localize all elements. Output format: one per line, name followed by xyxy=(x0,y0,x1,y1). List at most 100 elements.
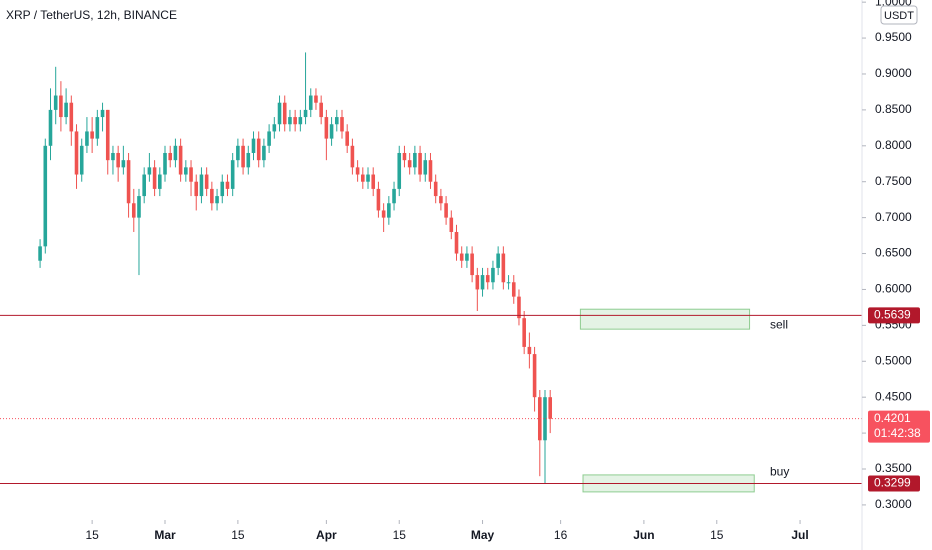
candle-body xyxy=(236,145,240,161)
candle-body xyxy=(324,117,329,139)
y-tick-label: 0.3000 xyxy=(875,497,912,511)
candle-body xyxy=(158,174,162,189)
candle-body xyxy=(79,145,84,175)
candle-body xyxy=(532,354,537,398)
y-tick-label: 0.8000 xyxy=(875,138,912,152)
chart-title: XRP / TetherUS, 12h, BINANCE xyxy=(6,8,177,22)
candle-body xyxy=(298,117,303,125)
candle-body xyxy=(381,210,386,218)
candle-body xyxy=(38,246,42,261)
candle-body xyxy=(449,217,454,232)
candle-body xyxy=(439,196,443,204)
x-tick-label: 15 xyxy=(393,528,407,542)
candle-body xyxy=(407,160,412,168)
axis-layer: 0.30000.35000.40000.45000.50000.55000.60… xyxy=(85,0,930,542)
y-tick-label: 0.5000 xyxy=(875,353,912,367)
x-tick-label: May xyxy=(471,528,495,542)
candle-body xyxy=(53,95,58,110)
candle-body xyxy=(433,181,438,197)
candle-body xyxy=(163,152,167,175)
plot-area: sell buy xyxy=(0,52,862,493)
candle-body xyxy=(459,253,464,261)
candle-body xyxy=(444,203,448,218)
candle-body xyxy=(413,152,417,168)
candle-body xyxy=(517,296,521,319)
candle-body xyxy=(465,253,469,261)
candle-body xyxy=(361,174,365,182)
candle-body xyxy=(95,117,100,139)
candle-body xyxy=(314,95,318,103)
candle-body xyxy=(189,167,193,182)
candle-body xyxy=(246,152,251,168)
candle-body xyxy=(506,282,511,284)
candle-body xyxy=(100,109,105,118)
candle-body xyxy=(277,102,282,125)
y-tick-label: 0.8500 xyxy=(875,102,912,116)
current-price-tag xyxy=(868,410,930,443)
candle-body xyxy=(475,275,480,290)
candle-body xyxy=(215,196,219,204)
y-tick-label: 1.0000 xyxy=(875,0,912,8)
candle-body xyxy=(147,167,152,175)
candle-body xyxy=(168,152,173,161)
candle-body xyxy=(241,145,245,168)
candle-body xyxy=(184,167,188,175)
candle-body xyxy=(90,131,94,139)
candle-body xyxy=(225,181,230,189)
zone xyxy=(579,308,751,330)
candle-body xyxy=(303,109,308,118)
candle-body xyxy=(537,397,542,441)
candle-body xyxy=(251,138,256,153)
candle-body xyxy=(527,346,532,355)
y-tick-label: 0.6500 xyxy=(875,246,912,260)
candle-body xyxy=(387,203,391,218)
candle-body xyxy=(319,102,323,118)
level-tag xyxy=(868,307,920,324)
candle-body xyxy=(199,174,204,197)
candle-body xyxy=(345,131,349,146)
candle-body xyxy=(178,145,183,175)
y-tick-label: 0.9000 xyxy=(875,66,912,80)
x-tick-label: Jul xyxy=(791,528,808,542)
candle-body xyxy=(355,167,360,175)
level-text: buy xyxy=(770,465,789,479)
current-price-label: 0.4201 xyxy=(874,411,911,425)
candle-body xyxy=(272,124,277,132)
candle-body xyxy=(402,152,407,161)
candle-body xyxy=(376,188,381,211)
candle-body xyxy=(428,160,433,182)
candle-body xyxy=(496,253,500,268)
level-tag-label: 0.3299 xyxy=(874,476,911,490)
x-tick-label: 16 xyxy=(554,528,568,542)
candle-body xyxy=(126,160,131,204)
candle-body xyxy=(220,181,225,197)
candle-body xyxy=(116,152,120,168)
candle-body xyxy=(329,124,334,139)
candle-body xyxy=(366,174,370,182)
x-tick-label: Mar xyxy=(154,528,176,542)
candle-body xyxy=(267,131,271,146)
candle-body xyxy=(485,275,490,283)
candle-body xyxy=(418,152,422,175)
candle-body xyxy=(204,174,209,189)
candle-body xyxy=(137,196,141,218)
countdown: 01:42:38 xyxy=(874,426,921,440)
y-tick-label: 0.4500 xyxy=(875,389,912,403)
candle-body xyxy=(454,231,459,254)
candle-body xyxy=(43,145,48,247)
x-tick-label: 15 xyxy=(231,528,245,542)
candle-body xyxy=(256,138,261,161)
candle-body xyxy=(85,131,89,146)
candle-body xyxy=(308,95,313,110)
candle-body xyxy=(152,167,157,189)
candle-body xyxy=(262,145,266,161)
level-tag xyxy=(868,475,920,492)
candle-body xyxy=(59,95,63,118)
candle-body xyxy=(210,188,214,204)
candle-body xyxy=(121,160,126,168)
candle-body xyxy=(173,145,178,161)
candle-body xyxy=(350,145,355,168)
candle-body xyxy=(397,152,402,189)
